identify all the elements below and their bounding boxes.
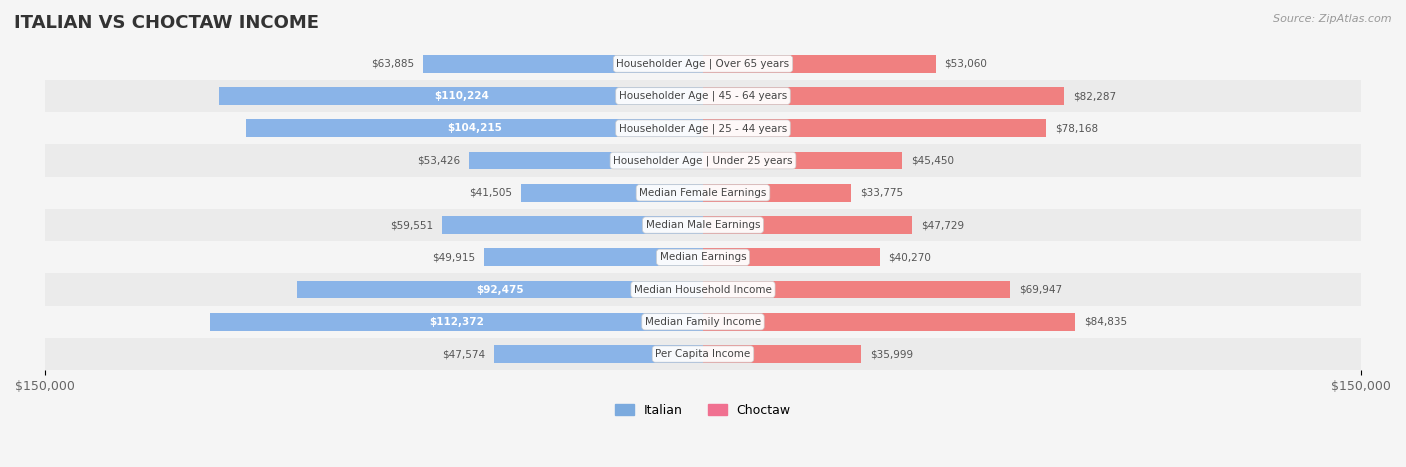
Text: $53,060: $53,060	[945, 59, 987, 69]
Text: $47,729: $47,729	[921, 220, 965, 230]
Text: $78,168: $78,168	[1054, 123, 1098, 133]
Text: Householder Age | Under 25 years: Householder Age | Under 25 years	[613, 156, 793, 166]
Bar	[423, 55, 703, 73]
Text: Householder Age | 25 - 44 years: Householder Age | 25 - 44 years	[619, 123, 787, 134]
Legend: Italian, Choctaw: Italian, Choctaw	[610, 399, 796, 422]
Text: $49,915: $49,915	[432, 252, 475, 262]
Text: Per Capita Income: Per Capita Income	[655, 349, 751, 359]
Text: $33,775: $33,775	[860, 188, 903, 198]
Bar	[45, 144, 1361, 177]
Text: $104,215: $104,215	[447, 123, 502, 133]
Text: Median Earnings: Median Earnings	[659, 252, 747, 262]
Bar	[45, 338, 1361, 370]
Bar	[45, 177, 1361, 209]
Text: $112,372: $112,372	[429, 317, 484, 327]
Bar	[703, 216, 912, 234]
Text: Householder Age | Over 65 years: Householder Age | Over 65 years	[616, 58, 790, 69]
Text: Median Family Income: Median Family Income	[645, 317, 761, 327]
Text: $35,999: $35,999	[870, 349, 912, 359]
Bar	[703, 87, 1064, 105]
Text: Source: ZipAtlas.com: Source: ZipAtlas.com	[1274, 14, 1392, 24]
Text: $47,574: $47,574	[443, 349, 485, 359]
Bar	[703, 345, 860, 363]
Bar	[703, 55, 936, 73]
Bar	[45, 274, 1361, 306]
Bar	[297, 281, 703, 298]
Bar	[703, 120, 1046, 137]
Text: $92,475: $92,475	[477, 284, 524, 295]
Text: Median Female Earnings: Median Female Earnings	[640, 188, 766, 198]
Bar	[484, 248, 703, 266]
Bar	[209, 313, 703, 331]
Bar	[219, 87, 703, 105]
Text: Median Household Income: Median Household Income	[634, 284, 772, 295]
Text: $110,224: $110,224	[434, 91, 489, 101]
Bar	[520, 184, 703, 202]
Bar	[703, 281, 1010, 298]
Bar	[45, 112, 1361, 144]
Text: $59,551: $59,551	[389, 220, 433, 230]
Text: Householder Age | 45 - 64 years: Householder Age | 45 - 64 years	[619, 91, 787, 101]
Text: Median Male Earnings: Median Male Earnings	[645, 220, 761, 230]
Bar	[45, 306, 1361, 338]
Text: $69,947: $69,947	[1018, 284, 1062, 295]
Text: $40,270: $40,270	[889, 252, 931, 262]
Bar	[45, 209, 1361, 241]
Bar	[495, 345, 703, 363]
Bar	[45, 48, 1361, 80]
Bar	[45, 241, 1361, 274]
Bar	[468, 152, 703, 170]
Text: $84,835: $84,835	[1084, 317, 1128, 327]
Text: $45,450: $45,450	[911, 156, 955, 166]
Text: ITALIAN VS CHOCTAW INCOME: ITALIAN VS CHOCTAW INCOME	[14, 14, 319, 32]
Text: $41,505: $41,505	[470, 188, 512, 198]
Text: $53,426: $53,426	[416, 156, 460, 166]
Text: $63,885: $63,885	[371, 59, 413, 69]
Bar	[441, 216, 703, 234]
Bar	[246, 120, 703, 137]
Text: $82,287: $82,287	[1073, 91, 1116, 101]
Bar	[703, 248, 880, 266]
Bar	[703, 152, 903, 170]
Bar	[703, 184, 851, 202]
Bar	[703, 313, 1076, 331]
Bar	[45, 80, 1361, 112]
